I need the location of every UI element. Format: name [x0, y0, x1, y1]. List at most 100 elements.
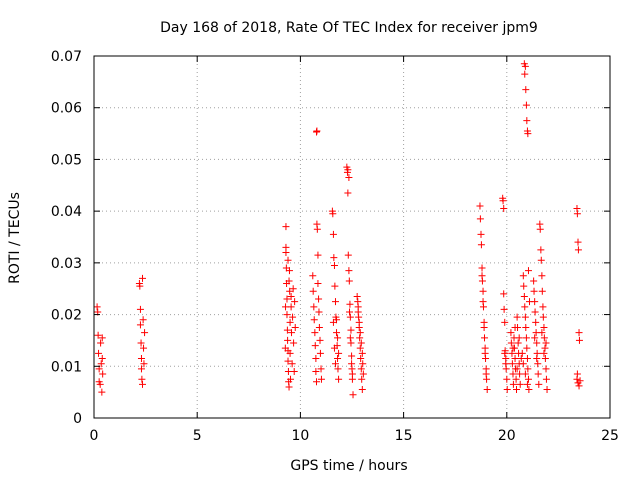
data-point	[136, 305, 144, 313]
data-point	[291, 298, 299, 306]
data-point	[482, 370, 490, 378]
data-point	[520, 292, 528, 300]
data-point	[137, 339, 145, 347]
data-point	[138, 375, 146, 383]
data-point	[287, 292, 295, 300]
x-tick-label: 10	[291, 428, 309, 444]
data-point	[335, 375, 343, 383]
data-point	[313, 225, 321, 233]
data-point	[96, 380, 104, 388]
data-point	[139, 380, 147, 388]
data-point	[499, 197, 507, 205]
plot-area-border	[93, 55, 611, 419]
data-point	[346, 313, 354, 321]
axis-ticks	[93, 55, 611, 419]
data-point	[344, 166, 352, 174]
data-point	[522, 324, 530, 331]
data-point	[97, 339, 105, 347]
data-point	[522, 86, 530, 94]
x-tick-label: 25	[601, 428, 619, 444]
data-point	[536, 225, 544, 233]
data-point	[140, 360, 148, 368]
data-point	[575, 382, 583, 390]
data-point	[359, 360, 367, 368]
data-point	[508, 360, 516, 368]
data-point	[538, 272, 546, 280]
data-point	[524, 130, 532, 138]
data-point	[357, 355, 365, 363]
data-point	[357, 339, 365, 347]
data-point	[476, 202, 484, 210]
data-point	[312, 378, 320, 386]
data-point	[139, 316, 147, 324]
data-point	[330, 344, 338, 352]
data-point	[478, 272, 486, 280]
data-point	[540, 324, 548, 331]
data-point	[93, 303, 101, 311]
data-point	[479, 298, 487, 306]
data-point	[288, 360, 296, 368]
data-point	[345, 267, 353, 275]
data-point	[477, 241, 485, 249]
data-point	[283, 295, 291, 303]
data-point	[574, 246, 582, 254]
data-point	[283, 311, 291, 319]
data-point	[333, 316, 341, 324]
data-point	[139, 274, 147, 282]
data-point	[346, 334, 354, 342]
data-point	[95, 349, 103, 357]
data-point	[284, 256, 292, 264]
data-point	[507, 339, 515, 347]
data-point	[315, 308, 323, 316]
data-point	[330, 254, 338, 262]
data-point	[539, 313, 547, 321]
data-point	[533, 339, 541, 347]
data-point	[329, 230, 337, 238]
data-point	[346, 300, 354, 308]
data-point	[501, 318, 509, 326]
data-point	[330, 261, 338, 269]
data-point	[345, 174, 353, 182]
data-point	[284, 336, 292, 344]
data-point	[511, 355, 519, 363]
data-point	[513, 365, 521, 373]
data-point	[141, 329, 149, 337]
data-point	[517, 355, 525, 363]
data-point	[501, 349, 509, 357]
data-point	[540, 334, 548, 342]
chart-title: Day 168 of 2018, Rate Of TEC Index for r…	[160, 20, 538, 36]
data-point	[531, 298, 539, 306]
data-point	[530, 287, 538, 295]
data-point	[481, 349, 489, 357]
data-point	[480, 324, 488, 331]
data-point	[315, 295, 323, 303]
data-point	[509, 380, 517, 388]
data-point	[285, 277, 293, 285]
data-point	[519, 360, 527, 368]
data-point	[288, 329, 296, 337]
y-tick-label: 0.05	[51, 152, 82, 168]
data-point	[500, 290, 508, 298]
data-point	[344, 189, 352, 197]
data-point	[520, 282, 528, 290]
data-point	[334, 334, 342, 342]
data-point	[136, 321, 144, 329]
data-point	[290, 339, 298, 347]
data-point	[283, 326, 291, 334]
data-point	[310, 316, 318, 324]
x-axis-label: GPS time / hours	[290, 458, 407, 474]
data-point	[311, 329, 319, 337]
data-point	[314, 251, 322, 259]
data-point	[573, 370, 581, 378]
data-point	[334, 355, 342, 363]
data-point	[347, 326, 355, 334]
data-point	[523, 344, 531, 352]
data-point	[479, 287, 487, 295]
data-point	[286, 375, 294, 383]
data-point	[523, 355, 531, 363]
data-point	[573, 210, 581, 218]
data-point	[513, 386, 521, 394]
data-point	[535, 380, 543, 388]
x-tick-label: 5	[193, 428, 202, 444]
data-point	[354, 308, 362, 316]
